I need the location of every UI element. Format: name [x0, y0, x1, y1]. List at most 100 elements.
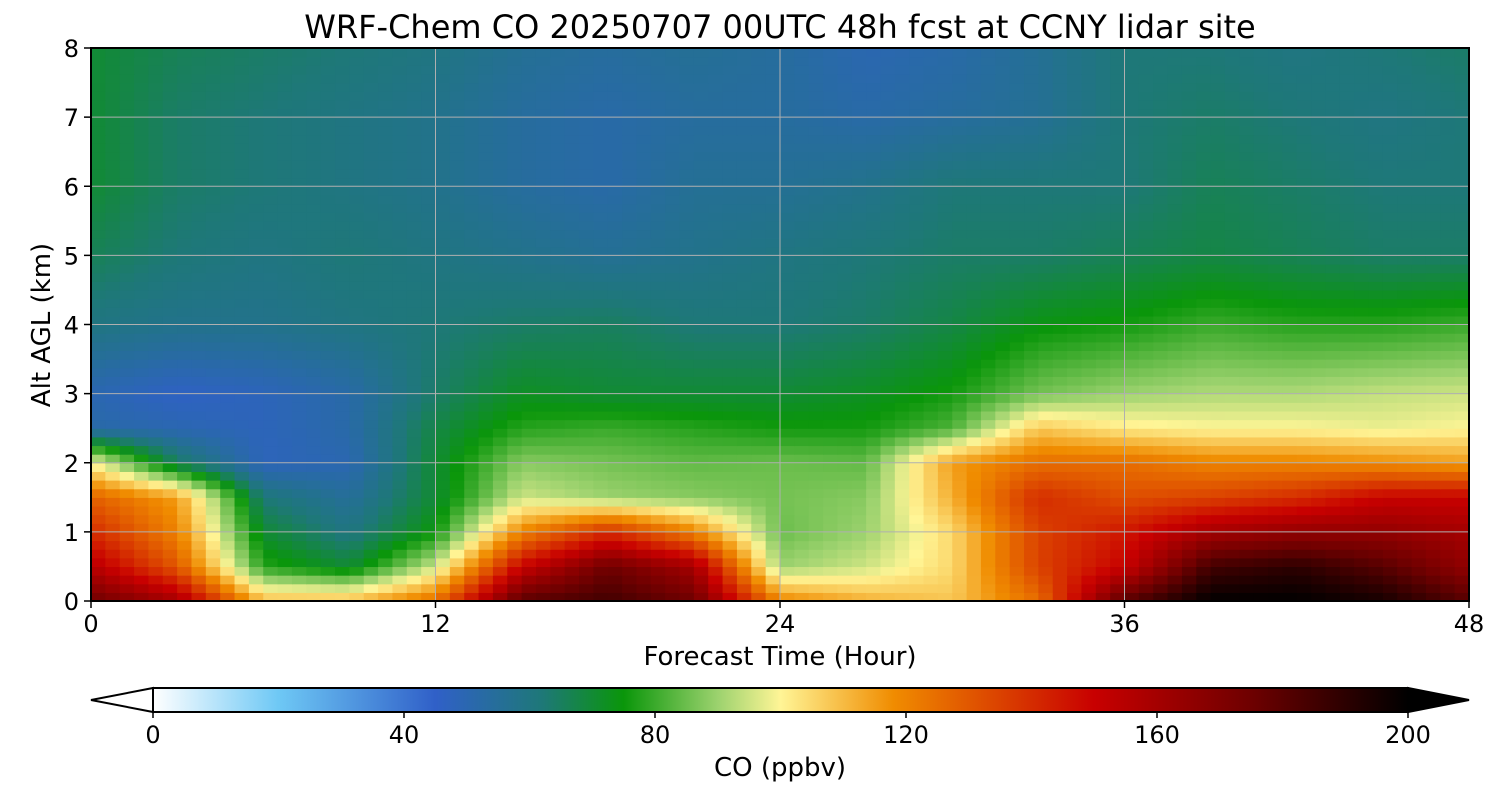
heatmap-cell: [636, 540, 652, 550]
heatmap-cell: [1124, 428, 1140, 438]
heatmap-cell: [162, 264, 178, 274]
heatmap-cell: [1311, 445, 1327, 455]
heatmap-cell: [148, 186, 164, 196]
heatmap-cell: [880, 229, 896, 239]
heatmap-cell: [248, 220, 264, 231]
heatmap-cell: [248, 428, 264, 438]
heatmap-cell: [478, 514, 494, 524]
heatmap-cell: [1282, 315, 1298, 326]
heatmap-cell: [693, 359, 709, 369]
heatmap-cell: [421, 281, 437, 291]
heatmap-cell: [1081, 549, 1097, 559]
heatmap-cell: [1397, 298, 1413, 308]
heatmap-cell: [464, 384, 480, 395]
heatmap-cell: [923, 549, 939, 559]
heatmap-cell: [579, 462, 594, 472]
heatmap-cell: [1024, 575, 1039, 585]
heatmap-cell: [607, 540, 623, 550]
heatmap-cell: [449, 186, 465, 196]
heatmap-cell: [349, 307, 365, 317]
heatmap-cell: [679, 324, 695, 334]
heatmap-cell: [1052, 384, 1068, 395]
heatmap-cell: [851, 264, 867, 274]
heatmap-cell: [1325, 341, 1341, 352]
heatmap-cell: [205, 531, 221, 542]
heatmap-cell: [191, 549, 207, 559]
heatmap-cell: [765, 341, 781, 352]
heatmap-cell: [406, 514, 422, 524]
heatmap-cell: [593, 341, 609, 352]
heatmap-cell: [636, 168, 652, 179]
heatmap-cell: [464, 523, 480, 533]
heatmap-cell: [894, 557, 910, 568]
heatmap-cell: [650, 229, 666, 239]
heatmap-cell: [1354, 540, 1370, 550]
heatmap-cell: [464, 566, 480, 576]
heatmap-cell: [492, 315, 508, 326]
heatmap-cell: [665, 272, 681, 282]
heatmap-cell: [220, 471, 236, 481]
heatmap-cell: [1052, 488, 1068, 498]
heatmap-cell: [1052, 445, 1068, 455]
heatmap-cell: [1210, 583, 1226, 593]
heatmap-cell: [478, 445, 494, 455]
heatmap-cell: [378, 298, 394, 308]
heatmap-cell: [780, 298, 795, 308]
heatmap-cell: [751, 298, 767, 308]
heatmap-cell: [708, 238, 724, 248]
heatmap-cell: [1454, 264, 1470, 274]
heatmap-cell: [937, 393, 953, 403]
heatmap-cell: [722, 177, 738, 187]
heatmap-cell: [851, 592, 867, 602]
heatmap-cell: [91, 160, 106, 170]
heatmap-cell: [1110, 592, 1126, 602]
heatmap-cell: [1411, 540, 1427, 550]
heatmap-cell: [1382, 575, 1398, 585]
heatmap-cell: [1397, 212, 1413, 222]
heatmap-cell: [1397, 436, 1413, 447]
heatmap-cell: [263, 212, 279, 222]
heatmap-cell: [823, 583, 839, 593]
heatmap-cell: [291, 549, 307, 559]
heatmap-cell: [191, 264, 207, 274]
heatmap-cell: [1052, 540, 1068, 550]
heatmap-cell: [1268, 557, 1283, 568]
heatmap-cell: [1196, 575, 1212, 585]
heatmap-cell: [995, 350, 1011, 360]
heatmap-cell: [1110, 281, 1126, 291]
heatmap-cell: [1224, 497, 1240, 507]
heatmap-cell: [1354, 497, 1370, 507]
heatmap-cell: [837, 592, 853, 602]
heatmap-cell: [162, 505, 178, 516]
heatmap-cell: [1167, 445, 1183, 455]
heatmap-cell: [535, 350, 551, 360]
heatmap-cell: [780, 220, 795, 231]
heatmap-cell: [1009, 575, 1025, 585]
heatmap-cell: [177, 359, 193, 369]
heatmap-cell: [1181, 272, 1197, 282]
heatmap-cell: [550, 583, 566, 593]
heatmap-cell: [823, 281, 839, 291]
heatmap-cell: [277, 384, 293, 395]
heatmap-cell: [564, 402, 580, 412]
heatmap-cell: [650, 428, 666, 438]
heatmap-cell: [349, 583, 365, 593]
heatmap-cell: [1311, 549, 1327, 559]
heatmap-cell: [909, 315, 925, 326]
heatmap-cell: [1425, 583, 1441, 593]
heatmap-cell: [105, 393, 121, 403]
heatmap-cell: [535, 272, 551, 282]
heatmap-cell: [306, 393, 322, 403]
heatmap-cell: [751, 264, 767, 274]
heatmap-cell: [550, 480, 566, 490]
heatmap-cell: [751, 454, 767, 464]
heatmap-cell: [1382, 324, 1398, 334]
heatmap-cell: [1339, 177, 1355, 187]
heatmap-cell: [1167, 402, 1183, 412]
heatmap-cell: [148, 454, 164, 464]
heatmap-cell: [636, 220, 652, 231]
heatmap-cell: [449, 367, 465, 377]
heatmap-cell: [909, 514, 925, 524]
heatmap-cell: [722, 540, 738, 550]
heatmap-cell: [607, 212, 623, 222]
